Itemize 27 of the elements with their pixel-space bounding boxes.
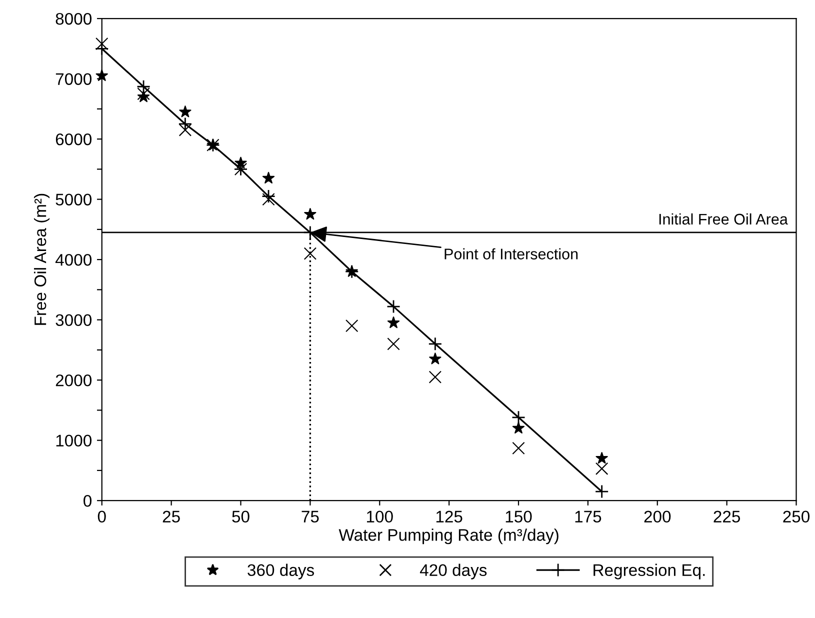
legend-label: 360 days	[248, 564, 314, 580]
x-tick-label: 75	[302, 510, 319, 523]
y-tick-label: 0	[84, 494, 92, 507]
y-tick-label: 2000	[56, 374, 92, 386]
y-tick-label: 4000	[55, 254, 92, 266]
y-tick-label: 3000	[56, 314, 92, 326]
y-tick-label: 6000	[56, 133, 92, 146]
x-tick-label: 225	[714, 510, 740, 523]
x-tick-label: 0	[98, 510, 106, 523]
annotation: Point of Intersection	[444, 248, 578, 260]
x-tick-label: 100	[366, 510, 393, 523]
ref-line-label: Initial Free Oil Area	[659, 213, 788, 225]
x-tick-label: 50	[232, 510, 250, 523]
x-tick-label: 250	[783, 510, 810, 523]
legend-label: 420 days	[420, 564, 487, 580]
y-tick-label: 1000	[56, 434, 92, 447]
y-tick-label: 7000	[56, 73, 92, 85]
y-tick-label: 8000	[56, 12, 92, 25]
x-tick-label: 200	[644, 510, 671, 523]
y-tick-label: 5000	[56, 194, 92, 206]
x-tick-label: 25	[162, 510, 180, 523]
y-axis-title: Free Oil Area (m²)	[34, 194, 50, 325]
x-tick-label: 150	[506, 510, 532, 523]
x-axis-title: Water Pumping Rate (m³/day)	[338, 528, 558, 544]
x-tick-label: 125	[436, 510, 462, 523]
legend-label: Regression Eq.	[594, 564, 705, 580]
x-tick-label: 175	[575, 510, 602, 523]
